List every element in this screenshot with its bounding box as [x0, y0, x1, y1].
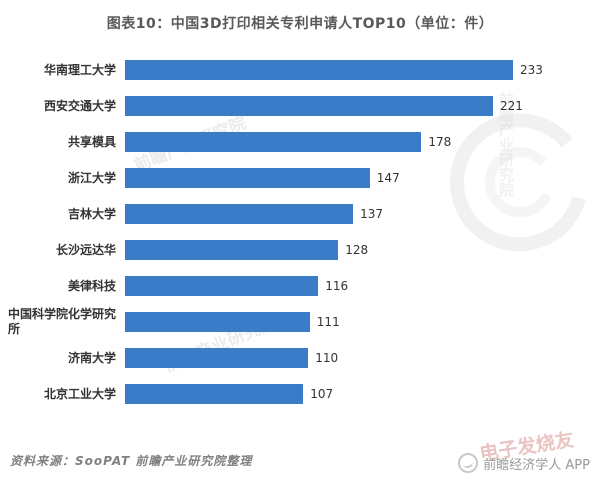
bar-track: 107	[125, 384, 592, 404]
bar-track: 147	[125, 168, 592, 188]
category-label: 中国科学院化学研究所	[8, 307, 117, 336]
bar	[125, 168, 370, 188]
bar	[125, 348, 309, 368]
app-logo-label: 前瞻经济学人 APP	[483, 457, 590, 473]
bar-row: 长沙远达华 128	[8, 232, 592, 268]
bar-track: 116	[125, 276, 592, 296]
value-label: 147	[376, 171, 400, 185]
value-label: 116	[325, 279, 349, 293]
category-label: 西安交通大学	[43, 98, 116, 113]
value-label: 221	[500, 99, 523, 113]
bar-track: 178	[125, 132, 592, 152]
chart-title: 图表10：中国3D打印相关专利申请人TOP10（单位：件）	[106, 16, 494, 32]
app-logo: 前瞻经济学人 APP	[458, 453, 590, 473]
bar-row: 浙江大学 147	[8, 160, 592, 196]
bar-track: 137	[125, 204, 592, 224]
bar	[125, 204, 354, 224]
value-label: 110	[315, 351, 339, 365]
value-label: 178	[428, 135, 452, 149]
bar-row: 吉林大学 137	[8, 196, 592, 232]
bar	[125, 384, 304, 404]
bar	[125, 312, 310, 332]
value-label: 107	[310, 387, 334, 401]
bar-row: 美律科技 116	[8, 268, 592, 304]
category-label: 华南理工大学	[43, 62, 116, 77]
forward-bird-icon	[458, 453, 479, 473]
bar-chart: 华南理工大学 233 西安交通大学 221 共享模具 178 浙江大学 147 …	[8, 52, 592, 412]
bar-track: 110	[125, 348, 592, 368]
bar	[125, 96, 493, 116]
category-label: 北京工业大学	[43, 386, 116, 401]
bar-row: 华南理工大学 233	[8, 52, 592, 88]
bar	[125, 240, 339, 260]
bar-track: 128	[125, 240, 592, 260]
bar-row: 西安交通大学 221	[8, 88, 592, 124]
category-label: 共享模具	[67, 134, 116, 149]
value-label: 233	[520, 63, 543, 77]
bar	[125, 132, 422, 152]
value-label: 137	[360, 207, 383, 221]
bar	[125, 276, 319, 296]
category-label: 吉林大学	[67, 206, 116, 221]
bar-track: 221	[125, 96, 592, 116]
bar-row: 共享模具 178	[8, 124, 592, 160]
bar-row: 济南大学 110	[8, 340, 592, 376]
bar-track: 111	[125, 312, 592, 332]
value-label: 128	[345, 243, 369, 257]
category-label: 浙江大学	[67, 170, 116, 185]
category-label: 长沙远达华	[55, 242, 116, 257]
bar	[125, 60, 513, 80]
source-note: 资料来源：SooPAT 前瞻产业研究院整理	[10, 454, 253, 468]
bar-track: 233	[125, 60, 592, 80]
value-label: 111	[316, 315, 340, 329]
bar-row: 中国科学院化学研究所 111	[8, 304, 592, 340]
category-label: 济南大学	[67, 350, 116, 365]
category-label: 美律科技	[67, 278, 116, 293]
bar-row: 北京工业大学 107	[8, 376, 592, 412]
